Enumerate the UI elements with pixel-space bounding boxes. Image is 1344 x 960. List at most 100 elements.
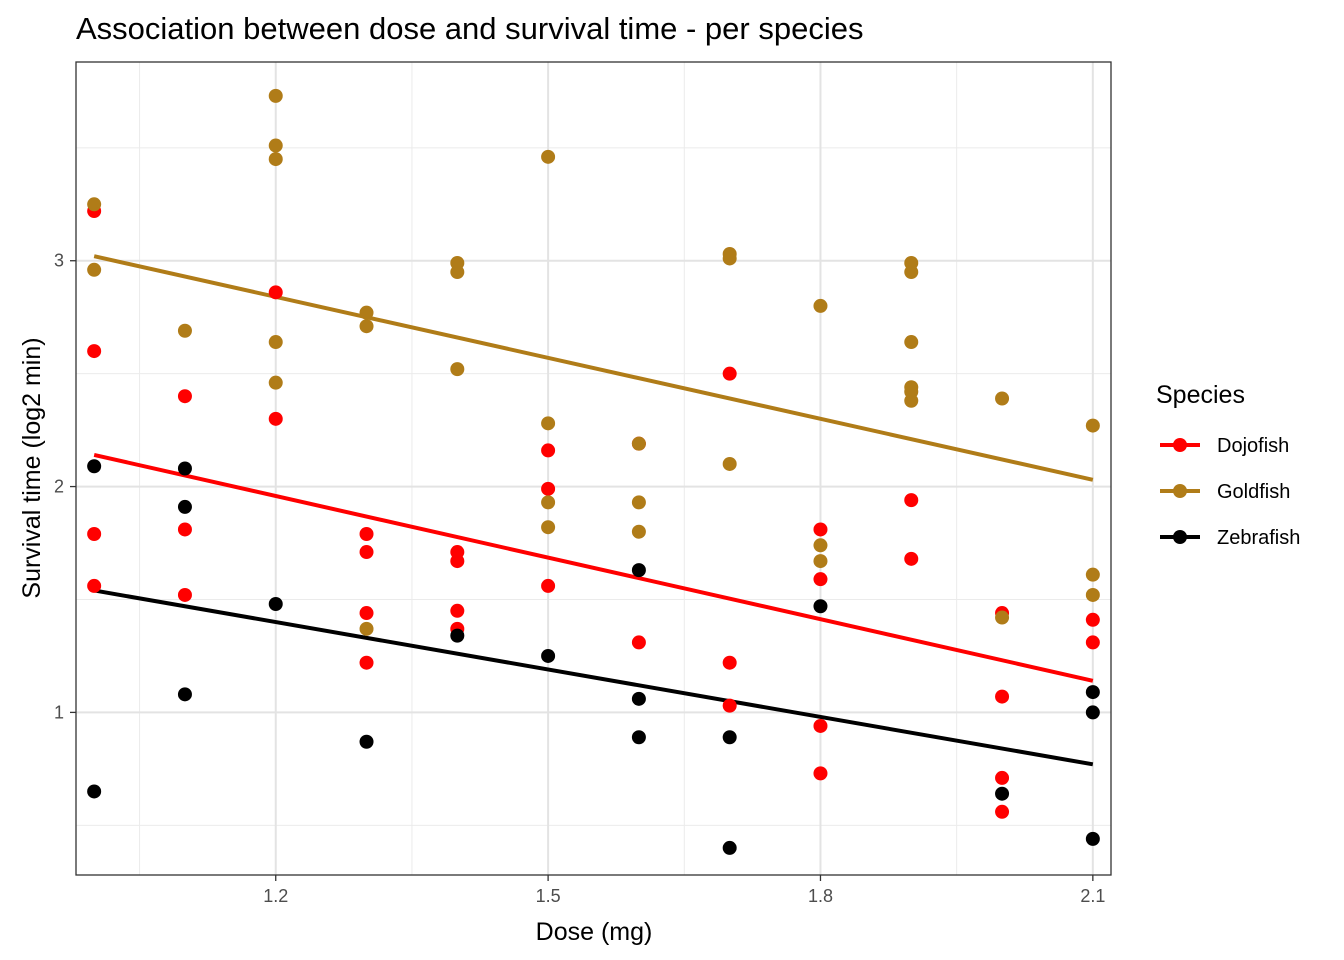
point-goldfish [450, 265, 465, 280]
point-goldfish [631, 436, 646, 451]
point-zebrafish [87, 784, 102, 799]
legend-label: Dojofish [1217, 435, 1289, 457]
point-dojofish [359, 606, 374, 621]
point-goldfish [631, 524, 646, 539]
legend-marker [1173, 484, 1187, 498]
point-dojofish [87, 578, 102, 593]
point-goldfish [813, 554, 828, 569]
x-tick-label: 1.5 [536, 886, 561, 906]
point-dojofish [177, 587, 192, 602]
point-goldfish [813, 538, 828, 553]
point-dojofish [268, 285, 283, 300]
point-goldfish [813, 298, 828, 313]
point-zebrafish [631, 563, 646, 578]
point-goldfish [904, 335, 919, 350]
point-goldfish [1085, 418, 1100, 433]
point-goldfish [631, 495, 646, 510]
point-dojofish [1085, 635, 1100, 650]
legend-item-goldfish: Goldfish [1160, 481, 1290, 503]
legend-item-zebrafish: Zebrafish [1160, 527, 1300, 549]
point-dojofish [87, 344, 102, 359]
point-goldfish [904, 393, 919, 408]
point-dojofish [995, 804, 1010, 819]
legend-title: Species [1156, 381, 1245, 409]
legend-marker [1173, 438, 1187, 452]
y-tick-label: 2 [54, 477, 64, 497]
point-dojofish [359, 655, 374, 670]
point-goldfish [995, 610, 1010, 625]
legend-marker [1173, 530, 1187, 544]
point-dojofish [359, 545, 374, 560]
point-zebrafish [995, 786, 1010, 801]
legend: Species Dojofish Goldfish Zebrafish [1156, 381, 1300, 549]
point-goldfish [722, 251, 737, 266]
point-dojofish [450, 603, 465, 618]
point-goldfish [1085, 587, 1100, 602]
point-dojofish [813, 718, 828, 733]
plot-border [75, 61, 1112, 876]
point-dojofish [177, 389, 192, 404]
point-goldfish [87, 262, 102, 277]
plot-background [76, 62, 1111, 875]
legend-label: Zebrafish [1217, 527, 1300, 549]
point-goldfish [722, 456, 737, 471]
point-goldfish [541, 416, 556, 431]
y-axis-ticks: 1 2 3 [54, 251, 76, 722]
point-zebrafish [177, 687, 192, 702]
point-dojofish [541, 481, 556, 496]
point-zebrafish [631, 691, 646, 706]
grid [76, 62, 1111, 875]
point-dojofish [813, 522, 828, 537]
point-zebrafish [722, 840, 737, 855]
fit-line-zebrafish [93, 588, 1094, 767]
point-dojofish [722, 366, 737, 381]
point-dojofish [1085, 612, 1100, 627]
point-zebrafish [722, 730, 737, 745]
y-axis-title: Survival time (log2 min) [18, 337, 46, 598]
point-goldfish [268, 138, 283, 153]
point-dojofish [541, 578, 556, 593]
point-zebrafish [177, 461, 192, 476]
point-goldfish [904, 265, 919, 280]
data-points [87, 88, 1100, 855]
y-tick-label: 3 [54, 251, 64, 271]
point-dojofish [359, 526, 374, 541]
point-goldfish [1085, 567, 1100, 582]
point-goldfish [268, 335, 283, 350]
x-tick-label: 1.2 [263, 886, 288, 906]
regression-lines [93, 254, 1094, 767]
point-zebrafish [1085, 705, 1100, 720]
point-zebrafish [631, 730, 646, 745]
point-dojofish [813, 572, 828, 587]
point-zebrafish [268, 597, 283, 611]
point-zebrafish [450, 628, 465, 643]
point-dojofish [268, 411, 283, 426]
x-axis-ticks: 1.2 1.5 1.8 2.1 [263, 875, 1105, 906]
fit-line-goldfish [93, 254, 1094, 482]
point-goldfish [541, 149, 556, 164]
point-dojofish [722, 698, 737, 713]
chart-title: Association between dose and survival ti… [76, 11, 863, 46]
point-dojofish [904, 551, 919, 566]
point-dojofish [995, 689, 1010, 704]
legend-item-dojofish: Dojofish [1160, 435, 1289, 457]
point-goldfish [541, 520, 556, 535]
fit-line-dojofish [93, 452, 1094, 683]
point-goldfish [359, 621, 374, 636]
point-zebrafish [541, 648, 556, 663]
point-dojofish [177, 522, 192, 537]
point-goldfish [450, 362, 465, 377]
point-goldfish [541, 495, 556, 510]
point-goldfish [359, 305, 374, 320]
point-goldfish [87, 197, 102, 212]
point-dojofish [722, 655, 737, 670]
legend-label: Goldfish [1217, 481, 1290, 503]
point-zebrafish [87, 459, 102, 474]
point-dojofish [541, 443, 556, 458]
point-zebrafish [813, 599, 828, 614]
point-goldfish [995, 391, 1010, 406]
x-axis-title: Dose (mg) [536, 918, 653, 946]
point-goldfish [268, 88, 283, 103]
point-goldfish [177, 323, 192, 338]
